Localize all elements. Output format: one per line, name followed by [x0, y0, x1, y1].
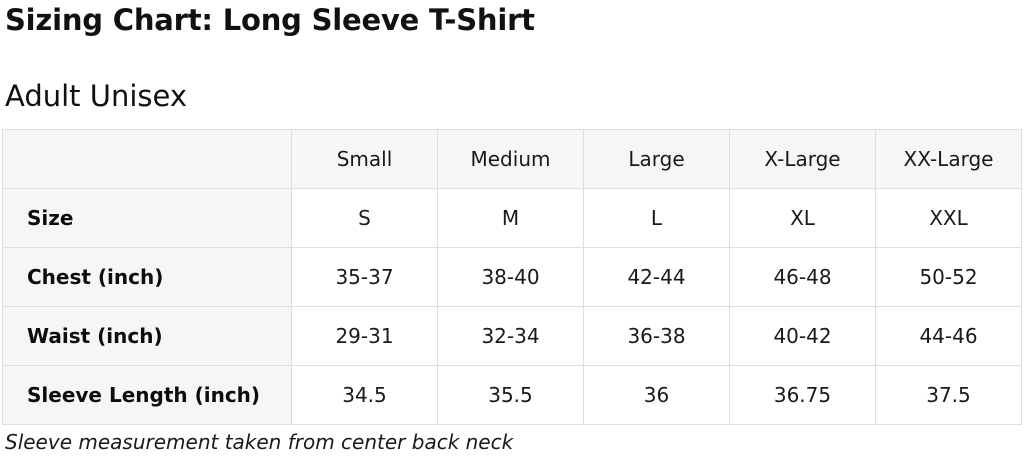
- sizing-table: Small Medium Large X-Large XX-Large Size…: [2, 129, 1022, 425]
- table-row: Waist (inch) 29-31 32-34 36-38 40-42 44-…: [2, 306, 1022, 366]
- cell-chest-medium: 38-40: [437, 247, 584, 307]
- cell-chest-x-large: 46-48: [729, 247, 876, 307]
- table-row: Sleeve Length (inch) 34.5 35.5 36 36.75 …: [2, 365, 1022, 425]
- table-row: Chest (inch) 35-37 38-40 42-44 46-48 50-…: [2, 247, 1022, 307]
- page-subtitle: Adult Unisex: [5, 79, 188, 113]
- cell-waist-xx-large: 44-46: [875, 306, 1022, 366]
- cell-waist-large: 36-38: [583, 306, 730, 366]
- cell-waist-medium: 32-34: [437, 306, 584, 366]
- row-label-sleeve-length: Sleeve Length (inch): [2, 365, 292, 425]
- cell-size-xx-large: XXL: [875, 188, 1022, 248]
- sleeve-measurement-note: Sleeve measurement taken from center bac…: [5, 430, 514, 454]
- sizing-table-body: Small Medium Large X-Large XX-Large Size…: [2, 129, 1022, 425]
- cell-sleeve-x-large: 36.75: [729, 365, 876, 425]
- page-title: Sizing Chart: Long Sleeve T-Shirt: [5, 3, 535, 37]
- cell-chest-small: 35-37: [291, 247, 438, 307]
- column-header-small: Small: [291, 129, 438, 189]
- table-corner-cell: [2, 129, 292, 189]
- table-header-row: Small Medium Large X-Large XX-Large: [2, 129, 1022, 189]
- cell-sleeve-small: 34.5: [291, 365, 438, 425]
- cell-sleeve-xx-large: 37.5: [875, 365, 1022, 425]
- row-label-size: Size: [2, 188, 292, 248]
- cell-size-x-large: XL: [729, 188, 876, 248]
- row-label-waist: Waist (inch): [2, 306, 292, 366]
- cell-sleeve-large: 36: [583, 365, 730, 425]
- column-header-medium: Medium: [437, 129, 584, 189]
- row-label-chest: Chest (inch): [2, 247, 292, 307]
- column-header-xx-large: XX-Large: [875, 129, 1022, 189]
- cell-size-small: S: [291, 188, 438, 248]
- cell-size-medium: M: [437, 188, 584, 248]
- cell-sleeve-medium: 35.5: [437, 365, 584, 425]
- cell-chest-large: 42-44: [583, 247, 730, 307]
- cell-chest-xx-large: 50-52: [875, 247, 1022, 307]
- column-header-large: Large: [583, 129, 730, 189]
- cell-waist-x-large: 40-42: [729, 306, 876, 366]
- cell-waist-small: 29-31: [291, 306, 438, 366]
- column-header-x-large: X-Large: [729, 129, 876, 189]
- cell-size-large: L: [583, 188, 730, 248]
- table-row: Size S M L XL XXL: [2, 188, 1022, 248]
